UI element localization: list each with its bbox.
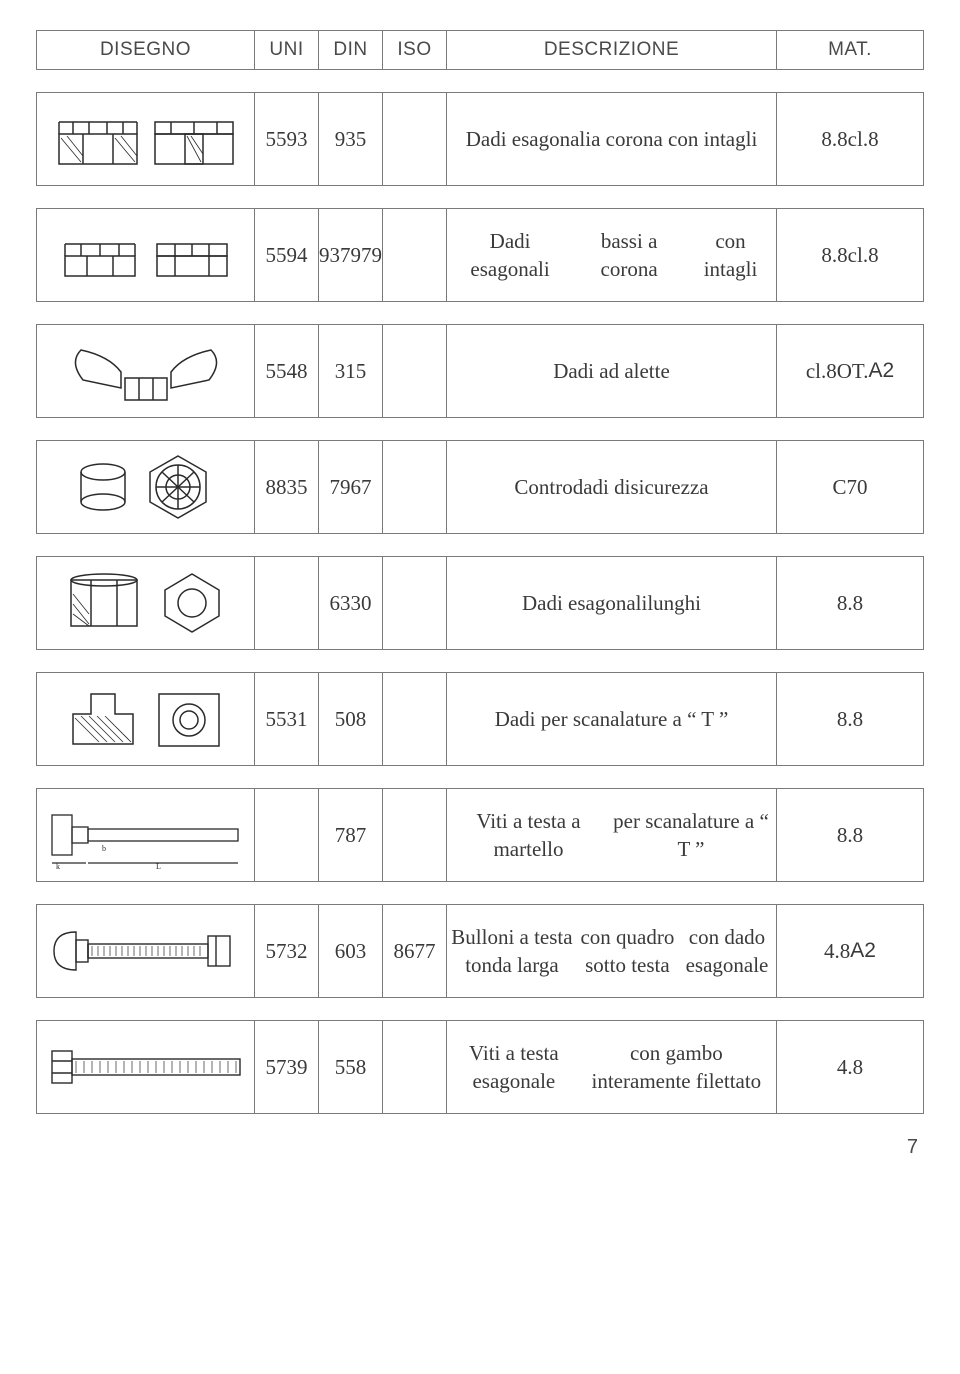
cell-uni: 5732 xyxy=(255,905,319,997)
table-row: 5531 508 Dadi per scanalature a “ T ” 8.… xyxy=(36,672,924,766)
cell-din: 935 xyxy=(319,93,383,185)
cell-desc: Viti a testa esagonalecon gambo interame… xyxy=(447,1021,777,1113)
table-row: 6330 Dadi esagonalilunghi 8.8 xyxy=(36,556,924,650)
cell-desc: Dadi esagonalilunghi xyxy=(447,557,777,649)
cell-din: 508 xyxy=(319,673,383,765)
cell-desc: Dadi esagonalia corona con intagli xyxy=(447,93,777,185)
cell-uni: 5594 xyxy=(255,209,319,301)
cell-desc: Dadi per scanalature a “ T ” xyxy=(447,673,777,765)
drawing-lock-nut xyxy=(37,441,255,533)
cell-din: 7967 xyxy=(319,441,383,533)
cell-iso xyxy=(383,441,447,533)
cell-din: 6330 xyxy=(319,557,383,649)
cell-iso xyxy=(383,209,447,301)
cell-iso xyxy=(383,1021,447,1113)
drawing-wing-nut xyxy=(37,325,255,417)
table-row: 5594 937979 Dadi esagonalibassi a corona… xyxy=(36,208,924,302)
cell-desc: Controdadi disicurezza xyxy=(447,441,777,533)
cell-mat: 8.8cl.8 xyxy=(777,209,923,301)
drawing-long-hex-nut xyxy=(37,557,255,649)
table-row: 5732 603 8677 Bulloni a testa tonda larg… xyxy=(36,904,924,998)
cell-mat: 8.8 xyxy=(777,673,923,765)
cell-din: 787 xyxy=(319,789,383,881)
cell-din: 558 xyxy=(319,1021,383,1113)
cell-mat: 8.8 xyxy=(777,789,923,881)
table-header: DISEGNO UNI DIN ISO DESCRIZIONE MAT. xyxy=(36,30,924,70)
table-row: 5739 558 Viti a testa esagonalecon gambo… xyxy=(36,1020,924,1114)
cell-desc: Viti a testa a martelloper scanalature a… xyxy=(447,789,777,881)
cell-iso xyxy=(383,93,447,185)
cell-uni: 8835 xyxy=(255,441,319,533)
header-disegno: DISEGNO xyxy=(37,31,255,69)
header-mat: MAT. xyxy=(777,31,923,69)
cell-din: 603 xyxy=(319,905,383,997)
cell-iso xyxy=(383,673,447,765)
cell-mat: 8.8 xyxy=(777,557,923,649)
cell-uni: 5548 xyxy=(255,325,319,417)
page-number: 7 xyxy=(36,1136,924,1159)
cell-mat: 4.8 xyxy=(777,1021,923,1113)
cell-desc: Dadi ad alette xyxy=(447,325,777,417)
header-din: DIN xyxy=(319,31,383,69)
cell-din: 937979 xyxy=(319,209,383,301)
table-row: k L b 787 Viti a testa a martelloper sca… xyxy=(36,788,924,882)
cell-desc: Bulloni a testa tonda largacon quadro so… xyxy=(447,905,777,997)
cell-iso: 8677 xyxy=(383,905,447,997)
cell-mat: cl.8OT.A2 xyxy=(777,325,923,417)
cell-iso xyxy=(383,557,447,649)
header-descrizione: DESCRIZIONE xyxy=(447,31,777,69)
cell-mat: 4.8A2 xyxy=(777,905,923,997)
cell-mat: 8.8cl.8 xyxy=(777,93,923,185)
drawing-carriage-bolt xyxy=(37,905,255,997)
cell-uni xyxy=(255,557,319,649)
table-row: 5593 935 Dadi esagonalia corona con inta… xyxy=(36,92,924,186)
cell-uni: 5739 xyxy=(255,1021,319,1113)
drawing-t-slot-nut xyxy=(37,673,255,765)
svg-text:L: L xyxy=(156,862,161,871)
drawing-castle-nut xyxy=(37,93,255,185)
cell-din: 315 xyxy=(319,325,383,417)
cell-iso xyxy=(383,789,447,881)
table-row: 8835 7967 Controdadi disicurezza C70 xyxy=(36,440,924,534)
cell-uni: 5593 xyxy=(255,93,319,185)
cell-desc: Dadi esagonalibassi a coronacon intagli xyxy=(447,209,777,301)
cell-iso xyxy=(383,325,447,417)
cell-uni xyxy=(255,789,319,881)
header-iso: ISO xyxy=(383,31,447,69)
table-row: 5548 315 Dadi ad alette cl.8OT.A2 xyxy=(36,324,924,418)
svg-text:k: k xyxy=(56,862,60,871)
drawing-hex-bolt-full-thread xyxy=(37,1021,255,1113)
drawing-t-hammer-bolt: k L b xyxy=(37,789,255,881)
svg-text:b: b xyxy=(102,844,106,853)
cell-uni: 5531 xyxy=(255,673,319,765)
drawing-low-castle-nut xyxy=(37,209,255,301)
header-uni: UNI xyxy=(255,31,319,69)
cell-mat: C70 xyxy=(777,441,923,533)
